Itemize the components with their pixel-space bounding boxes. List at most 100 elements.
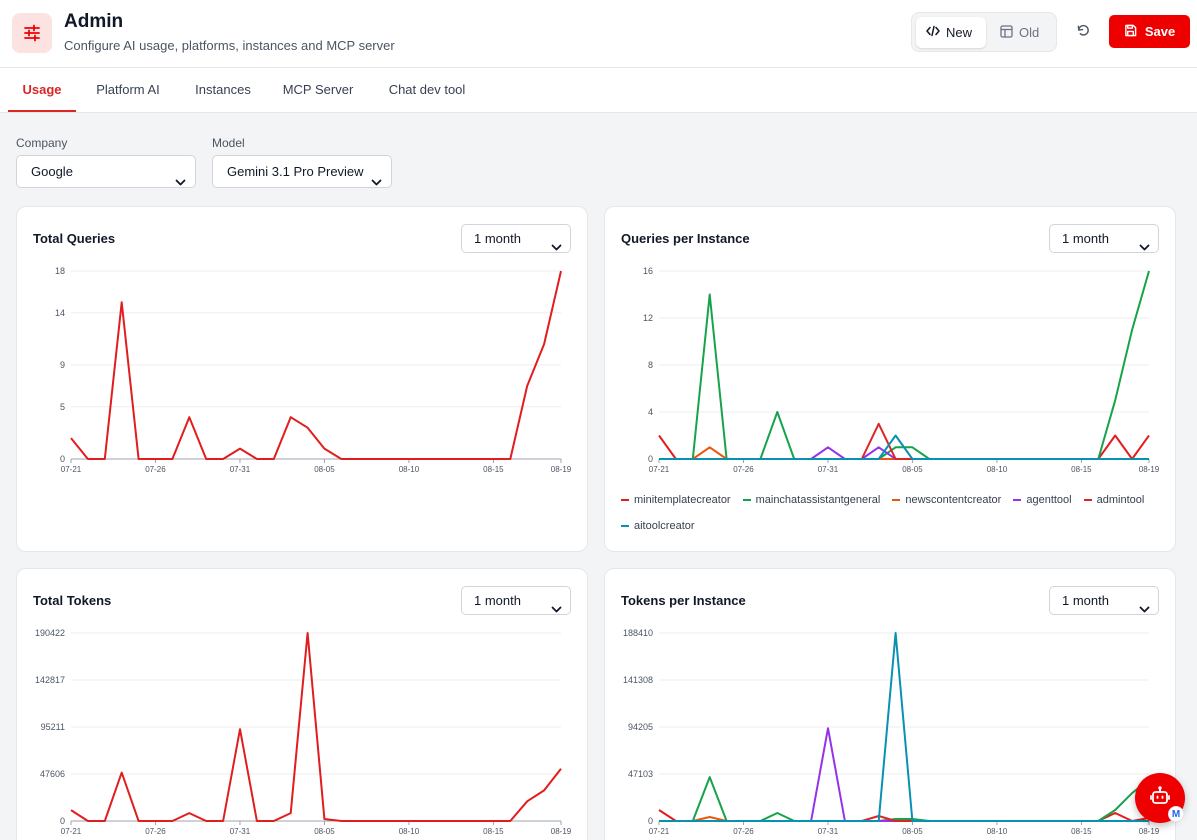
legend-item-admintool[interactable]: admintool [1083, 492, 1145, 507]
rotate-ccw-icon [1076, 23, 1091, 43]
tab-platform-ai[interactable]: Platform AI [96, 82, 160, 97]
x-tick-label: 07-26 [733, 465, 754, 474]
save-icon [1124, 24, 1137, 40]
series-line-newscontentcreator [659, 446, 1149, 460]
tokens-per-instance-chart: 0 47103 94205 141308 188410 07-21 07-26 07-31 08… [623, 628, 1160, 836]
legend-item-mainchatassistantgeneral[interactable]: mainchatassistantgeneral [742, 492, 881, 507]
tab-chat-dev-tool[interactable]: Chat dev tool [388, 82, 466, 97]
x-tick-label: 08-19 [551, 465, 572, 474]
y-tick-label: 47606 [40, 769, 65, 779]
tab-mcp-server[interactable]: MCP Server [282, 82, 354, 97]
page-subtitle: Configure AI usage, platforms, instances… [64, 38, 395, 53]
bot-icon [1149, 785, 1171, 812]
legend-item-aitoolcreator[interactable]: aitoolcreator [621, 518, 695, 533]
layout-icon [1000, 24, 1013, 41]
x-tick-label: 07-31 [230, 465, 251, 474]
tokens-per-instance-card: Tokens per Instance 1 month 0 47103 94205 1… [604, 568, 1176, 840]
series-line [70, 270, 562, 460]
y-tick-label: 12 [643, 313, 653, 323]
y-tick-label: 14 [55, 308, 65, 318]
old-view-button[interactable]: Old [990, 17, 1054, 48]
new-view-label: New [946, 25, 973, 40]
model-select[interactable]: Gemini 3.1 Pro Preview [212, 155, 392, 188]
view-toggle: New Old [911, 12, 1057, 52]
x-tick-label: 08-05 [314, 465, 335, 474]
tokens-per-instance-title: Tokens per Instance [621, 593, 746, 608]
total-tokens-title: Total Tokens [33, 593, 112, 608]
y-tick-label: 0 [60, 454, 65, 464]
y-tick-label: 95211 [41, 722, 65, 732]
tab-instances[interactable]: Instances [195, 82, 251, 97]
legend-label: agenttool [1026, 493, 1072, 506]
chevron-down-icon [551, 234, 562, 261]
legend-label: aitoolcreator [634, 519, 695, 532]
range-value: 1 month [474, 231, 521, 246]
y-tick-label: 16 [643, 266, 653, 276]
chevron-down-icon [371, 167, 382, 198]
x-tick-label: 08-10 [399, 465, 420, 474]
new-view-button[interactable]: New [916, 17, 986, 48]
x-tick-label: 08-15 [483, 827, 504, 836]
old-view-label: Old [1019, 25, 1040, 40]
tab-usage[interactable]: Usage [8, 68, 76, 112]
reset-button[interactable] [1070, 20, 1096, 46]
y-tick-label: 9 [60, 360, 65, 370]
y-tick-label: 0 [648, 816, 653, 826]
series-line-mainchatassistantgeneral [659, 776, 1150, 822]
y-tick-label: 142817 [35, 675, 65, 685]
total-queries-range-select[interactable]: 1 month [461, 224, 571, 253]
legend-swatch [621, 498, 629, 501]
sliders-icon [12, 13, 52, 53]
x-tick-label: 08-10 [987, 827, 1008, 836]
legend-item-minitemplatecreator[interactable]: minitemplatecreator [621, 492, 731, 507]
legend-swatch [1083, 498, 1092, 501]
chevron-down-icon [1139, 234, 1150, 261]
series-line-agenttool [659, 446, 1149, 460]
x-tick-label: 07-31 [818, 827, 839, 836]
total-queries-card: Total Queries 1 month 0 5 9 14 18 07-21 07-26 0… [16, 206, 588, 552]
y-tick-label: 141308 [623, 675, 653, 685]
queries-per-instance-card: Queries per Instance 1 month 0 4 8 12 16 07-2… [604, 206, 1176, 552]
legend-swatch [742, 498, 751, 501]
y-tick-label: 0 [648, 454, 653, 464]
legend-item-newscontentcreator[interactable]: newscontentcreator [892, 492, 1001, 507]
queries-per-instance-range-select[interactable]: 1 month [1049, 224, 1159, 253]
app-header: Admin Configure AI usage, platforms, ins… [0, 0, 1197, 68]
x-tick-label: 07-26 [145, 827, 166, 836]
model-value: Gemini 3.1 Pro Preview [227, 164, 364, 179]
y-tick-label: 188410 [623, 628, 653, 638]
save-label: Save [1144, 24, 1176, 39]
x-tick-label: 08-15 [483, 465, 504, 474]
series-line [70, 632, 562, 822]
assistant-badge-icon: M [1168, 806, 1184, 822]
legend-swatch [1013, 498, 1022, 501]
chevron-down-icon [1139, 596, 1150, 623]
y-tick-label: 18 [55, 266, 65, 276]
x-tick-label: 07-26 [733, 827, 754, 836]
x-tick-label: 08-10 [987, 465, 1008, 474]
company-select[interactable]: Google [16, 155, 196, 188]
tokens-per-instance-range-select[interactable]: 1 month [1049, 586, 1159, 615]
y-tick-label: 190422 [35, 628, 65, 638]
save-button[interactable]: Save [1109, 15, 1190, 48]
x-tick-label: 07-21 [61, 827, 82, 836]
x-tick-label: 08-05 [902, 827, 923, 836]
total-tokens-chart: 0 47606 95211 142817 190422 07-21 07-26 07-31 08… [35, 628, 572, 836]
chevron-down-icon [175, 167, 186, 198]
queries-per-instance-chart: 0 4 8 12 16 07-21 07-26 07-31 08-05 08-10 08-15 08-… [643, 266, 1160, 474]
total-tokens-range-select[interactable]: 1 month [461, 586, 571, 615]
total-queries-title: Total Queries [33, 231, 116, 246]
y-tick-label: 4 [648, 407, 653, 417]
y-tick-label: 5 [60, 402, 65, 412]
x-tick-label: 08-15 [1071, 827, 1092, 836]
x-tick-label: 07-21 [61, 465, 82, 474]
x-tick-label: 08-05 [314, 827, 335, 836]
code-icon [926, 25, 940, 40]
x-tick-label: 07-31 [818, 465, 839, 474]
x-tick-label: 08-19 [551, 827, 572, 836]
legend-label: admintool [1096, 493, 1145, 506]
legend-label: mainchatassistantgeneral [755, 493, 881, 506]
range-value: 1 month [1062, 231, 1109, 246]
x-tick-label: 08-05 [902, 465, 923, 474]
legend-item-agenttool[interactable]: agenttool [1013, 492, 1072, 507]
